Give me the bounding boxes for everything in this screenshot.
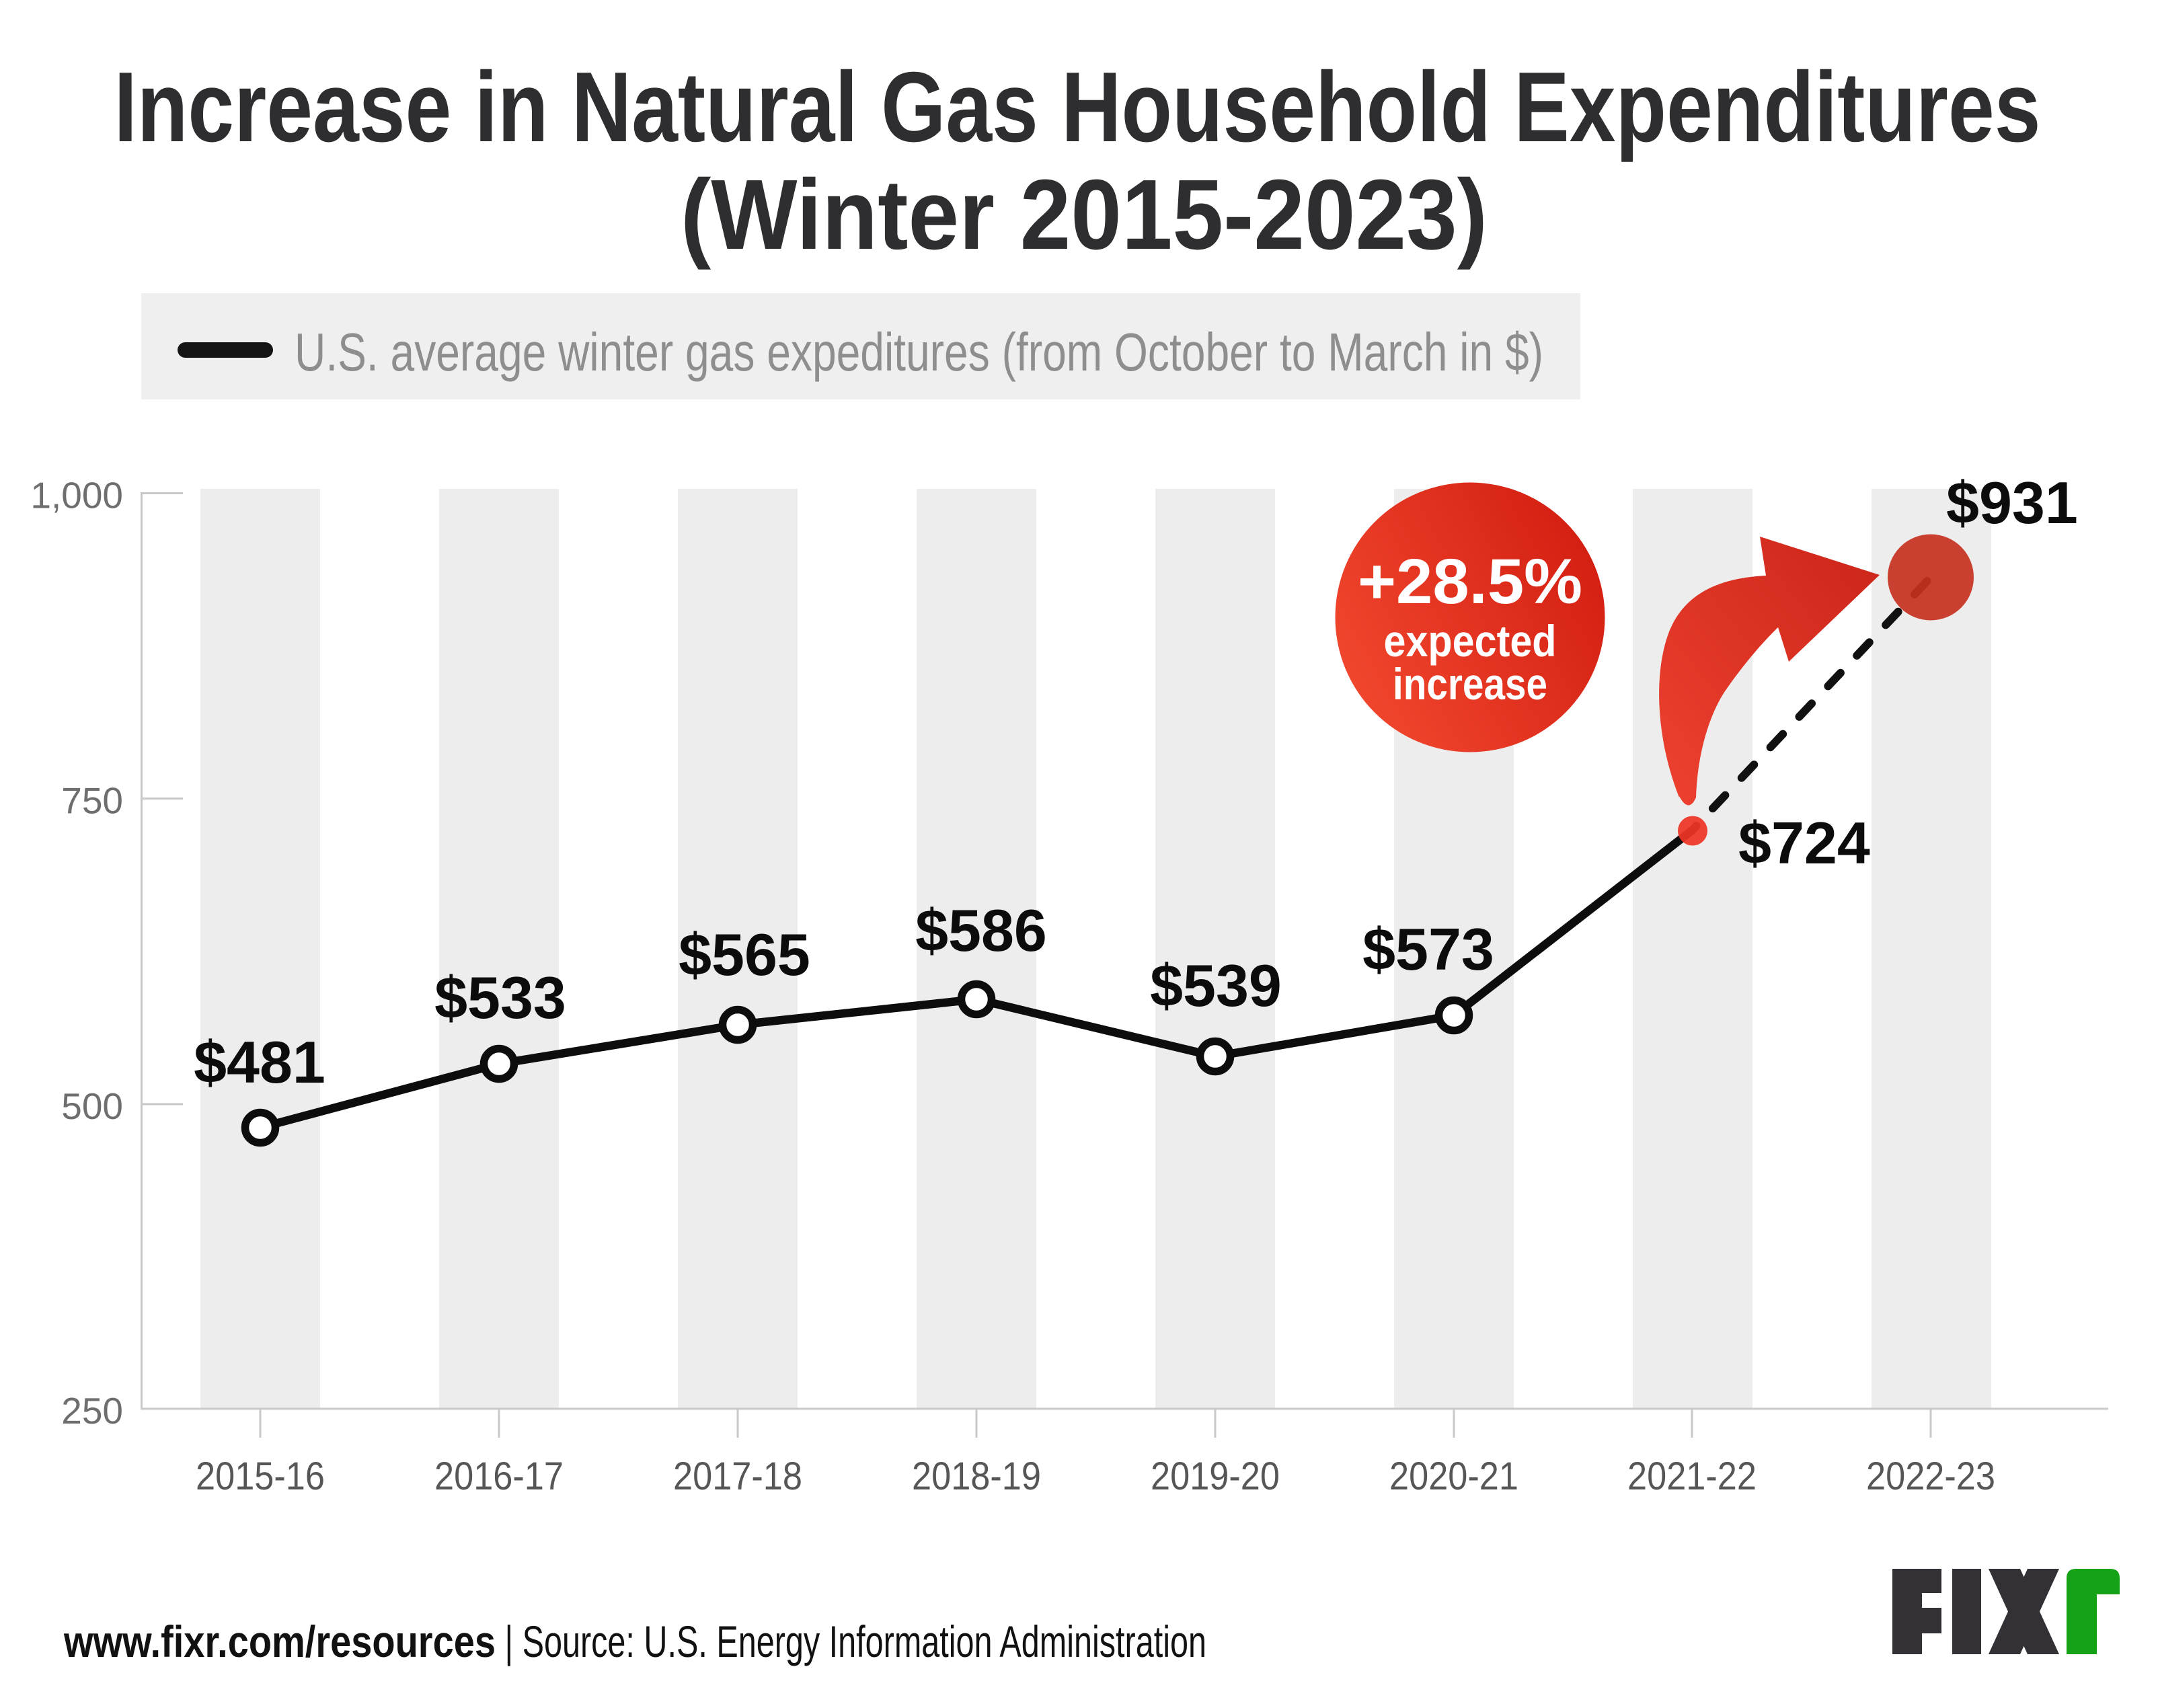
svg-text:$533: $533 bbox=[434, 964, 566, 1031]
svg-text:Increase in Natural Gas Househ: Increase in Natural Gas Household Expend… bbox=[114, 52, 2041, 163]
svg-text:U.S. average winter gas expedi: U.S. average winter gas expeditures (fro… bbox=[295, 322, 1543, 382]
svg-text:$586: $586 bbox=[915, 897, 1047, 964]
svg-text:2017-18: 2017-18 bbox=[673, 1454, 802, 1498]
svg-text:(Winter 2015-2023): (Winter 2015-2023) bbox=[681, 159, 1488, 270]
svg-text:$931: $931 bbox=[1946, 469, 2078, 536]
svg-text:$565: $565 bbox=[679, 921, 810, 988]
svg-text:+28.5%: +28.5% bbox=[1358, 546, 1582, 617]
svg-text:increase: increase bbox=[1393, 659, 1547, 709]
svg-text:2022-23: 2022-23 bbox=[1866, 1454, 1995, 1498]
svg-text:www.fixr.com/resources | Sourc: www.fixr.com/resources | Source: U.S. En… bbox=[63, 1617, 1206, 1666]
svg-text:2021-22: 2021-22 bbox=[1627, 1454, 1757, 1498]
svg-text:expected: expected bbox=[1384, 616, 1557, 666]
svg-text:2019-20: 2019-20 bbox=[1151, 1454, 1280, 1498]
svg-text:$573: $573 bbox=[1362, 916, 1494, 982]
svg-text:2015-16: 2015-16 bbox=[196, 1454, 325, 1498]
svg-text:$724: $724 bbox=[1738, 810, 1870, 876]
svg-text:500: 500 bbox=[61, 1085, 123, 1127]
svg-text:$481: $481 bbox=[194, 1029, 325, 1095]
svg-text:1,000: 1,000 bbox=[30, 475, 123, 516]
svg-text:$539: $539 bbox=[1150, 952, 1282, 1019]
svg-text:750: 750 bbox=[61, 780, 123, 822]
svg-text:250: 250 bbox=[61, 1390, 123, 1432]
svg-text:2016-17: 2016-17 bbox=[434, 1454, 564, 1498]
svg-text:2020-21: 2020-21 bbox=[1389, 1454, 1518, 1498]
svg-text:2018-19: 2018-19 bbox=[912, 1454, 1041, 1498]
